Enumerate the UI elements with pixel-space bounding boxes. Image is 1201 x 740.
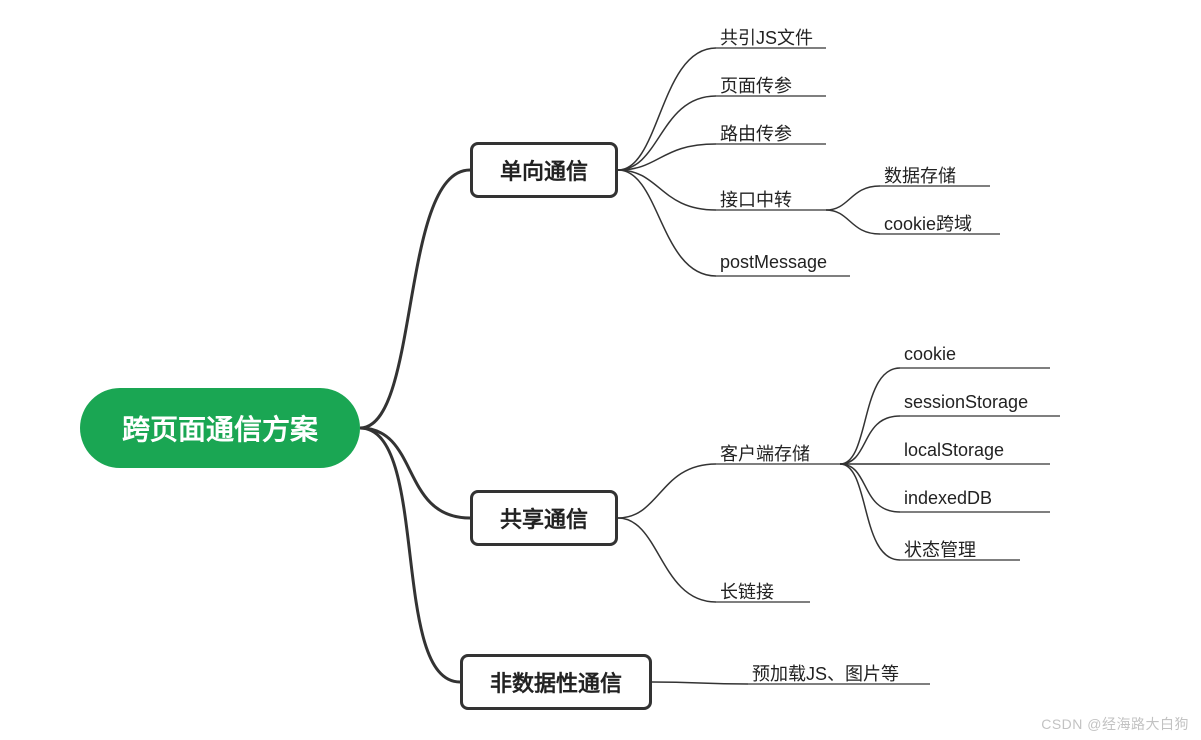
branch-node-1[interactable]: 共享通信 bbox=[470, 490, 618, 546]
leaf-node[interactable]: 页面传参 bbox=[720, 72, 792, 98]
edge-b0l3-s1 bbox=[826, 210, 880, 234]
edge-b0l3-s0 bbox=[826, 186, 880, 210]
leaf-node[interactable]: localStorage bbox=[904, 440, 1004, 461]
leaf-node[interactable]: sessionStorage bbox=[904, 392, 1028, 413]
leaf-label: 状态管理 bbox=[904, 536, 976, 562]
leaf-label: 页面传参 bbox=[720, 72, 792, 98]
edge-b1l0-s4 bbox=[840, 464, 900, 560]
leaf-label: 共引JS文件 bbox=[720, 24, 813, 50]
leaf-label: 预加载JS、图片等 bbox=[752, 660, 899, 686]
edge-b2-l0 bbox=[652, 682, 748, 684]
branch-node-2[interactable]: 非数据性通信 bbox=[460, 654, 652, 710]
leaf-node[interactable]: 预加载JS、图片等 bbox=[752, 660, 899, 686]
connector-layer bbox=[0, 0, 1201, 740]
leaf-label: localStorage bbox=[904, 440, 1004, 461]
leaf-node[interactable]: 数据存储 bbox=[884, 162, 956, 188]
leaf-label: 数据存储 bbox=[884, 162, 956, 188]
edge-b0-l3 bbox=[618, 170, 716, 210]
edge-b0-l2 bbox=[618, 144, 716, 170]
edge-b0-l0 bbox=[618, 48, 716, 170]
leaf-label: 客户端存储 bbox=[720, 440, 810, 466]
leaf-node[interactable]: 状态管理 bbox=[904, 536, 976, 562]
leaf-node[interactable]: postMessage bbox=[720, 252, 827, 273]
edge-b0-l1 bbox=[618, 96, 716, 170]
leaf-node[interactable]: cookie跨域 bbox=[884, 210, 972, 236]
edge-b1l0-s1 bbox=[840, 416, 900, 464]
edge-b1l0-s0 bbox=[840, 368, 900, 464]
branch-label: 单向通信 bbox=[500, 154, 588, 186]
branch-node-0[interactable]: 单向通信 bbox=[470, 142, 618, 198]
edge-b1-l1 bbox=[618, 518, 716, 602]
branch-label: 共享通信 bbox=[500, 502, 588, 534]
leaf-label: 长链接 bbox=[720, 578, 774, 604]
mindmap-canvas: 跨页面通信方案 单向通信 共引JS文件 页面传参 路由传参 接口中转 postM… bbox=[0, 0, 1201, 740]
edge-b1l0-s3 bbox=[840, 464, 900, 512]
leaf-node[interactable]: 共引JS文件 bbox=[720, 24, 813, 50]
edge-b1-l0 bbox=[618, 464, 716, 518]
edge-root-b1 bbox=[360, 428, 470, 518]
edge-b0-l4 bbox=[618, 170, 716, 276]
leaf-label: cookie bbox=[904, 344, 956, 365]
leaf-node[interactable]: 客户端存储 bbox=[720, 440, 810, 466]
edge-root-b2 bbox=[360, 428, 460, 682]
leaf-label: 路由传参 bbox=[720, 120, 792, 146]
leaf-label: cookie跨域 bbox=[884, 210, 972, 236]
leaf-node[interactable]: 接口中转 bbox=[720, 186, 792, 212]
leaf-node[interactable]: cookie bbox=[904, 344, 956, 365]
leaf-node[interactable]: 长链接 bbox=[720, 578, 774, 604]
leaf-node[interactable]: indexedDB bbox=[904, 488, 992, 509]
leaf-label: sessionStorage bbox=[904, 392, 1028, 413]
branch-label: 非数据性通信 bbox=[490, 666, 622, 698]
root-node[interactable]: 跨页面通信方案 bbox=[80, 388, 360, 468]
leaf-node[interactable]: 路由传参 bbox=[720, 120, 792, 146]
watermark-text: CSDN @经海路大白狗 bbox=[1041, 714, 1189, 734]
leaf-label: indexedDB bbox=[904, 488, 992, 509]
leaf-label: postMessage bbox=[720, 252, 827, 273]
leaf-label: 接口中转 bbox=[720, 186, 792, 212]
edge-root-b0 bbox=[360, 170, 470, 428]
root-label: 跨页面通信方案 bbox=[122, 408, 318, 448]
